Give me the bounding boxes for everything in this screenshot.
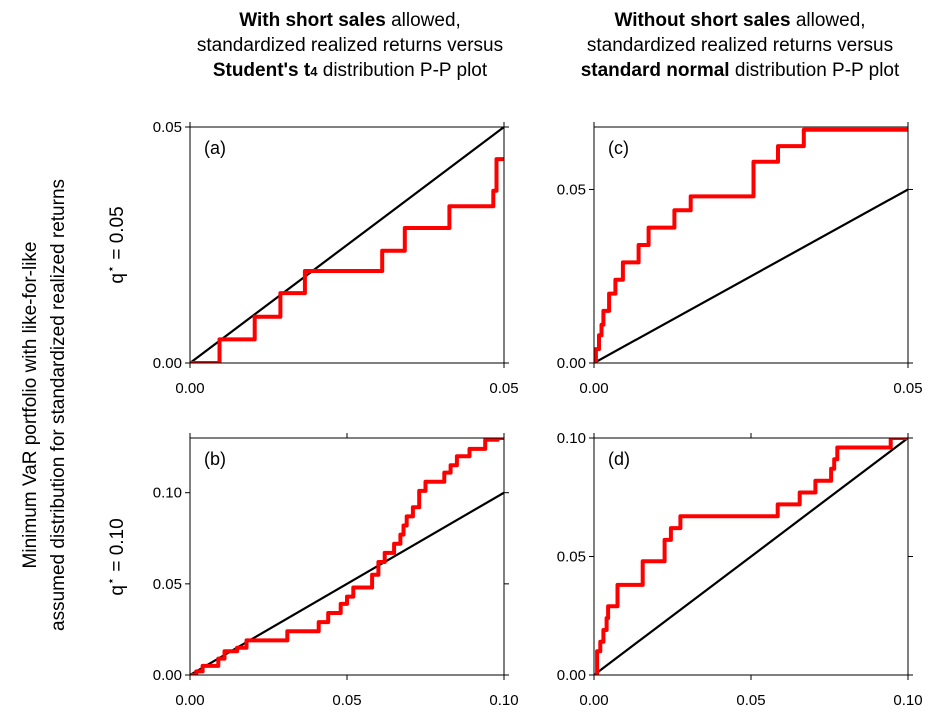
left-title-line2: standardized realized returns versus <box>196 35 504 56</box>
x-tick-label: 0.10 <box>489 692 518 709</box>
y-tick-label: 0.05 <box>153 119 182 136</box>
x-tick-label: 0.05 <box>736 692 765 709</box>
right-title-line3: standard normal distribution P-P plot <box>580 60 900 81</box>
row-label-q005: q⋆ = 0.05 <box>103 206 128 283</box>
y-tick-label: 0.10 <box>153 485 182 502</box>
right-title-line1: Without short sales allowed, <box>614 10 866 31</box>
series-line <box>190 438 504 675</box>
series-line <box>190 157 504 363</box>
reference-line <box>594 188 908 363</box>
panel-label: (a) <box>204 138 226 158</box>
left-column-title: With short sales allowed, standardized r… <box>150 8 550 84</box>
x-tick-label: 0.10 <box>893 692 922 709</box>
panel-label: (b) <box>204 449 226 469</box>
x-tick-label: 0.05 <box>332 692 361 709</box>
right-column-title: Without short sales allowed, standardize… <box>540 8 930 83</box>
x-tick-label: 0.05 <box>489 380 518 397</box>
panel-a: (a) 0.00 0.05 0.00 0.05 <box>153 119 519 397</box>
y-tick-label: 0.00 <box>153 355 182 372</box>
x-tick-label: 0.00 <box>579 692 608 709</box>
series-line <box>594 127 908 363</box>
left-title-line1: With short sales allowed, <box>239 10 461 31</box>
plot-frame <box>593 126 909 364</box>
left-title-line3: Student's t4 distribution P-P plot <box>212 60 488 81</box>
x-tick-label: 0.00 <box>579 380 608 397</box>
y-tick-label: 0.05 <box>557 549 586 566</box>
reference-line <box>190 491 504 675</box>
x-tick-label: 0.00 <box>175 692 204 709</box>
y-tick-label: 0.05 <box>153 576 182 593</box>
panel-label: (c) <box>608 138 629 158</box>
y-tick-label: 0.10 <box>557 430 586 447</box>
y-tick-label: 0.00 <box>153 667 182 684</box>
panel-b: (b) 0.00 0.05 0.10 0.00 0.05 0.10 <box>153 433 519 709</box>
plot-frame <box>189 437 505 676</box>
panel-label: (d) <box>608 449 630 469</box>
y-tick-label: 0.00 <box>557 667 586 684</box>
plot-frame <box>189 126 505 364</box>
y-tick-label: 0.00 <box>557 355 586 372</box>
x-tick-label: 0.05 <box>893 380 922 397</box>
y-axis-title-line2: assumed distribution for standardized re… <box>48 179 69 631</box>
y-axis-title-line1: Minimum VaR portfolio with like-for-like <box>20 242 41 569</box>
y-tick-label: 0.05 <box>557 181 586 198</box>
right-title-line2: standardized realized returns versus <box>586 35 894 56</box>
reference-line <box>594 438 908 675</box>
row-label-q010: q⋆ = 0.10 <box>103 518 128 595</box>
panel-c: (c) 0.00 0.05 0.00 0.05 <box>557 122 923 397</box>
reference-line <box>190 127 504 363</box>
panel-d: (d) 0.00 0.05 0.10 0.00 0.05 0.10 <box>557 430 923 709</box>
series-line <box>594 438 908 675</box>
x-tick-label: 0.00 <box>175 380 204 397</box>
